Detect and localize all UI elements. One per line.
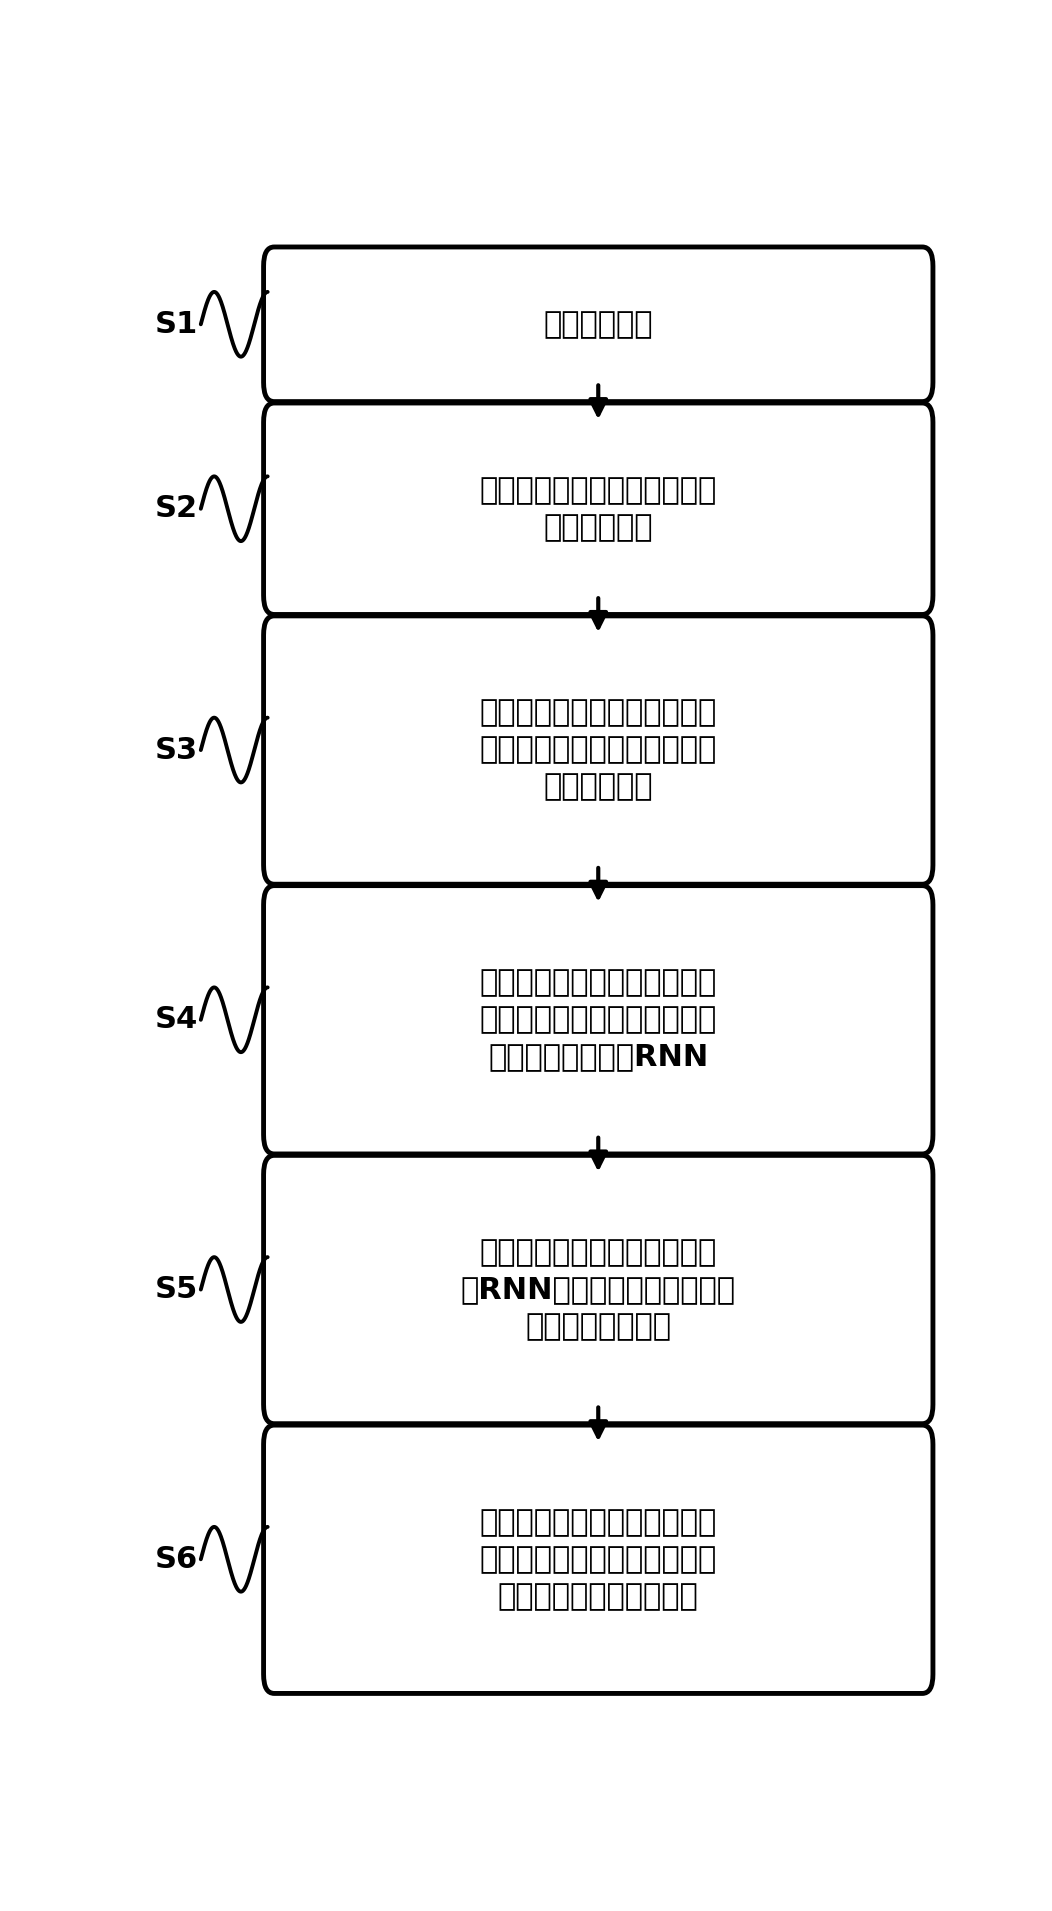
Text: S4: S4 (155, 1005, 198, 1034)
Text: S5: S5 (155, 1275, 198, 1303)
FancyBboxPatch shape (264, 1156, 933, 1424)
Text: S1: S1 (155, 310, 198, 338)
FancyBboxPatch shape (264, 1426, 933, 1693)
FancyBboxPatch shape (264, 403, 933, 615)
Text: 在所述驾驶环境下采集样本数
据并进行分类: 在所述驾驶环境下采集样本数 据并进行分类 (480, 476, 716, 541)
Text: S6: S6 (155, 1544, 198, 1575)
Text: 利用训练完成的疲劳检测模型
进行实时检测，输出检测结果
并通过警示模块做出反馈: 利用训练完成的疲劳检测模型 进行实时检测，输出检测结果 并通过警示模块做出反馈 (480, 1508, 716, 1611)
Text: S3: S3 (155, 736, 198, 764)
FancyBboxPatch shape (264, 615, 933, 885)
Text: 模拟驾驶环境: 模拟驾驶环境 (544, 310, 653, 338)
Text: 利用第二数据集对循环神经网
络RNN进行训练，得到训练完
成的疲劳检测模型: 利用第二数据集对循环神经网 络RNN进行训练，得到训练完 成的疲劳检测模型 (461, 1238, 735, 1342)
FancyBboxPatch shape (264, 247, 933, 401)
FancyBboxPatch shape (264, 885, 933, 1154)
Text: 利用自动编解码器对第一数据
集的眼部特征进行特征压缩并
输入循环神经网络RNN: 利用自动编解码器对第一数据 集的眼部特征进行特征压缩并 输入循环神经网络RNN (480, 969, 716, 1072)
Text: 构建深度时空网络模型，生成
特征提取器对样本数据中眼部
特征进行提取: 构建深度时空网络模型，生成 特征提取器对样本数据中眼部 特征进行提取 (480, 699, 716, 801)
Text: S2: S2 (155, 495, 198, 524)
